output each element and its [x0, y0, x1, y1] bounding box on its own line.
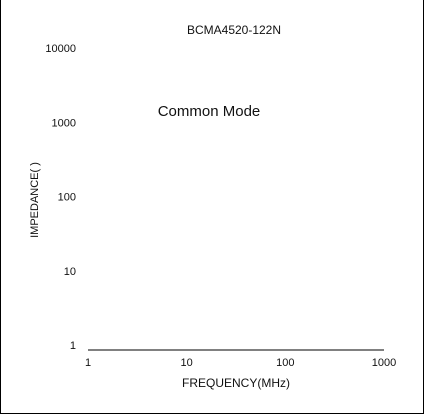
- y-tick-label: 1: [70, 340, 76, 352]
- y-axis-label: IMPEDANCE( ): [29, 162, 41, 238]
- x-axis-label: FREQUENCY(MHz): [182, 376, 290, 390]
- chart-title: BCMA4520-122N: [187, 23, 281, 37]
- chart-annotation: Common Mode: [158, 103, 261, 120]
- x-tick-label: 10: [181, 357, 193, 369]
- x-tick-label: 1: [85, 357, 91, 369]
- y-tick-label: 10: [64, 266, 76, 278]
- x-tick-label: 100: [276, 357, 294, 369]
- y-tick-label: 100: [58, 192, 76, 204]
- y-tick-label: 1000: [52, 117, 76, 129]
- x-axis-tick-labels: 1 10 100 1000: [85, 357, 396, 369]
- y-tick-label: 10000: [45, 43, 76, 55]
- x-tick-label: 1000: [372, 357, 396, 369]
- y-axis-tick-labels: 10000 1000 100 10 1: [45, 43, 76, 352]
